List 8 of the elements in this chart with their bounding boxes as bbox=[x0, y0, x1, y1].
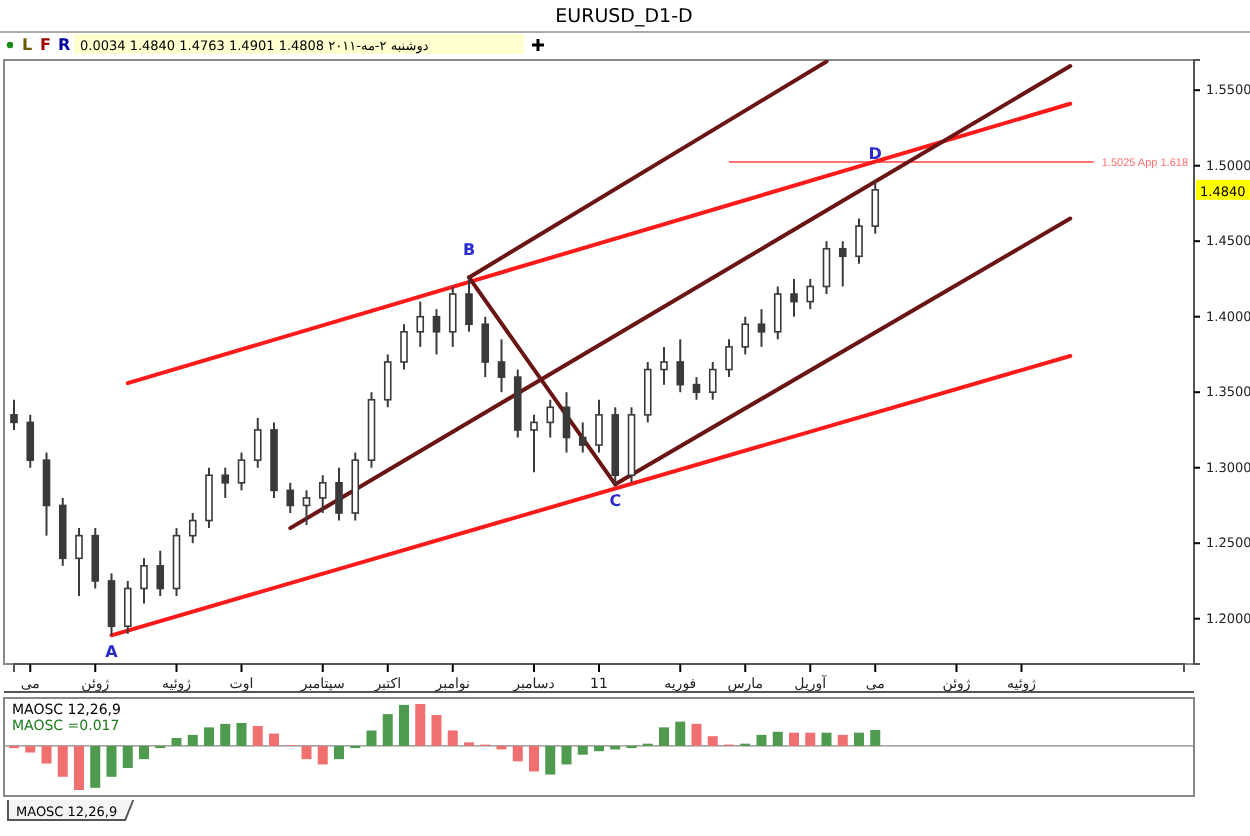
chart-title: EURUSD_D1-D bbox=[555, 6, 693, 28]
text: R bbox=[58, 36, 71, 54]
text: F bbox=[40, 36, 51, 54]
text: L bbox=[22, 36, 33, 54]
annotation: B bbox=[462, 241, 476, 260]
annotation: A bbox=[105, 643, 120, 662]
annotation: C bbox=[609, 492, 622, 511]
annotation: D bbox=[868, 144, 883, 163]
